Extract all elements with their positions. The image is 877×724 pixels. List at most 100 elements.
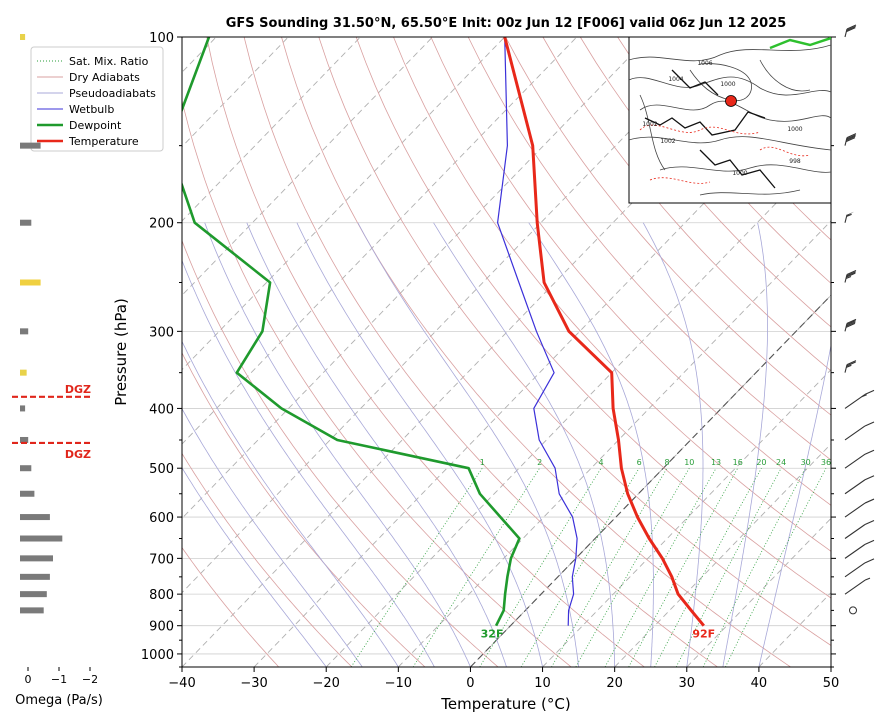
x-tick-label: 10 [534,676,551,691]
dry-adiabat [430,37,831,506]
wind-barb-flag [864,558,875,564]
wind-barb-flag [845,322,856,328]
map-isobar-label: 1002 [660,138,675,145]
pseudoadiabat [182,407,363,667]
axes: 32F 92F −40 −30 −20 −10 0 10 20 30 40 50 100 200 300 40… [141,31,839,691]
map-isobar-label: 1004 [668,76,683,83]
wind-barb-shaft [844,543,866,559]
wind-barb-half-flag [846,364,852,368]
wind-barb-flag [846,27,856,33]
map-isobar-label: 1002 [642,121,657,128]
wind-barb [844,475,875,495]
wind-barb-shaft [844,479,866,495]
dry-adiabat [281,37,791,667]
wind-barb [844,318,857,332]
mixing-ratio-label: 6 [637,458,642,467]
dry-adiabat [318,37,831,647]
isotherm-line [182,37,650,519]
legend-label: Dry Adiabats [69,71,140,84]
y-tick-label: 300 [149,325,174,340]
wind-barb-flag [864,421,875,427]
pseudoadiabat [182,259,435,667]
y-tick-label: 200 [149,217,174,232]
isotherm-line [830,666,831,667]
wind-barb-flag [846,320,856,326]
wind-barb [844,211,854,223]
wind-barb-flag [846,269,857,276]
calm-wind-marker [849,606,857,615]
background-grid: 1 2 4 6 8 10 13 16 20 24 30 36 [182,37,831,667]
omega-bar [20,607,44,614]
wind-barb-half-flag [846,213,852,217]
mixing-ratio-label: 24 [776,458,786,467]
legend-label: Pseudoadiabats [69,87,156,100]
map-isobar [629,44,831,62]
map-isobar [629,136,831,151]
x-tick-label: 50 [823,676,840,691]
wind-barb [844,520,875,539]
wind-barb [844,421,875,441]
pseudoadiabat [246,222,507,667]
wind-barb-shaft [844,502,866,518]
mixing-ratio-line [575,467,690,667]
wind-barb-flag [845,137,856,143]
pseudoadiabat [642,222,704,667]
wind-barb-shaft [844,453,866,469]
map-isobar [629,76,831,96]
y-tick-label: 700 [149,552,174,567]
omega-bar [20,514,50,521]
omega-bar [20,573,50,580]
wind-barb-shaft [844,562,866,578]
pseudoadiabat [204,222,471,667]
x-tick-label: −40 [168,676,195,691]
x-tick-label: −10 [385,676,412,691]
wind-barb-flag [864,389,875,395]
wind-barb-flag [846,135,856,141]
wind-barb-shaft [844,579,866,595]
omega-bar [20,535,63,542]
dry-adiabat [206,37,645,667]
mixing-ratio-label: 20 [756,458,766,467]
wind-barb [844,24,857,38]
map-temp-contour [649,177,711,184]
mixing-ratio-label: 13 [711,458,721,467]
mixing-ratio-label: 2 [537,458,542,467]
isotherm-line [182,37,722,594]
chart-title: GFS Sounding 31.50°N, 65.50°E Init: 00z … [226,16,787,31]
x-tick-label: 30 [679,676,696,691]
y-tick-label: 400 [149,402,174,417]
wind-barb [844,449,875,469]
y-tick-label: 900 [149,620,174,635]
wind-barb-flag [864,498,875,504]
y-tick-label: 600 [149,511,174,526]
dry-adiabat [182,351,426,667]
dry-adiabat [467,37,831,461]
mixing-ratio-label: 16 [733,458,743,467]
freezing-isotherm [470,294,831,667]
x-tick-label: 40 [751,676,768,691]
mixing-ratio-label: 4 [599,458,604,467]
wind-barb-shaft [844,524,866,539]
sounding-location-marker [725,95,737,107]
y-tick-label: 800 [149,588,174,603]
wind-barb-flag [864,539,875,545]
map-isobar [699,189,801,196]
wind-barb-flag [846,318,857,324]
isotherm-line [182,37,578,445]
wind-barb [844,269,857,283]
mixing-ratio-label: 30 [801,458,811,467]
pseudoadiabat [182,466,327,667]
pseudoadiabat [433,222,616,667]
omega-axis-label: Omega (Pa/s) [15,693,103,708]
isotherm-line [182,37,289,148]
pseudoadiabat [722,222,768,667]
wind-barb [844,558,875,578]
wind-barb [844,577,871,595]
wetbulb-line [497,37,578,626]
x-tick-label: −20 [313,676,340,691]
mixing-ratio-label: 36 [821,458,831,467]
mixing-ratio-line [412,467,540,667]
omega-tick-label: −2 [82,673,98,686]
wind-barbs [844,24,875,615]
plot-frame [181,36,832,668]
